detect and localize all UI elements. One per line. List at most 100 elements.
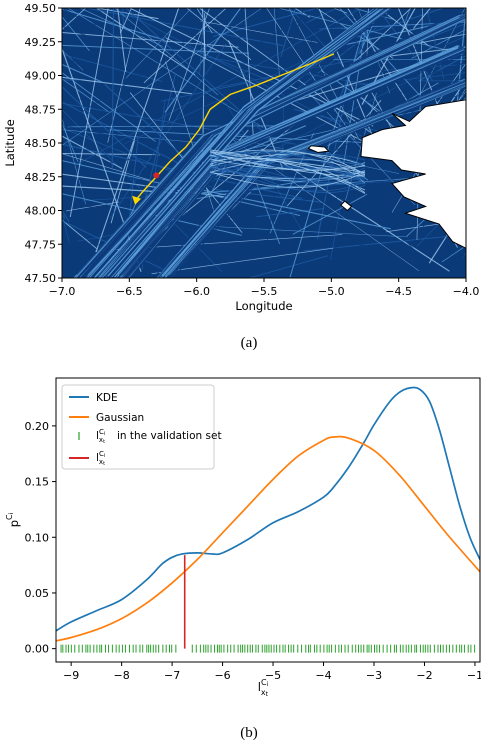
plot-frame-b [55,377,481,663]
x-tick-label-a: −6.0 [183,285,210,298]
shipping-lane [107,8,391,277]
x-axis-label-a: Longitude [235,299,292,313]
ship-track [62,78,109,112]
ship-track [306,8,338,24]
ship-track [183,45,291,90]
ship-track [352,8,394,20]
x-tick-label-a: −5.0 [318,285,345,298]
ship-track [62,39,419,46]
x-axis-label-b: lxtCi [258,678,269,698]
ship-track [447,249,466,259]
shipping-lane [115,45,460,276]
ship-track [280,8,296,58]
coastal-track [210,157,366,194]
ship-track [95,8,180,253]
y-tick-label-a: 48.00 [25,205,57,218]
ship-track [440,96,466,125]
ship-track [165,61,218,223]
ship-track [124,53,319,144]
x-tick-label-a: −4.5 [385,285,412,298]
ship-track [464,131,466,133]
ship-track [62,53,163,82]
density-curves [56,386,480,653]
shipping-lane [88,14,466,278]
x-tick-label-a: −7.0 [49,285,76,298]
y-tick-label-a: 47.50 [25,272,57,285]
ship-track [151,247,334,275]
ship-track [165,8,201,41]
ship-track [377,8,431,48]
ship-track [95,8,196,76]
ship-track [114,8,219,96]
ship-track [314,68,466,75]
x-tick-label-b: −7 [164,669,180,682]
ship-track [222,132,420,271]
ship-track [199,8,205,76]
ship-track [62,153,150,181]
y-tick-label-a: 49.50 [25,2,57,15]
ship-track [331,164,398,219]
ship-track [200,20,318,43]
ship-track [62,193,242,236]
shipping-lane [102,8,385,278]
ship-track [263,123,286,266]
ship-track [385,46,466,57]
coastal-track [210,150,366,166]
ship-track [93,8,159,20]
ship-track [75,8,363,165]
coastline [307,99,466,249]
shipping-lane [110,8,392,278]
ship-track [62,63,104,84]
shipping-lane [81,17,466,276]
ship-track [266,8,356,141]
ship-track [62,116,86,205]
ship-track [212,8,320,38]
coastal-track [210,167,366,179]
ship-track [303,234,466,252]
coastal-track [210,151,366,176]
ship-track [62,72,156,142]
ship-track [62,8,87,30]
caption-b: (b) [240,725,258,741]
ship-track [62,8,263,146]
ship-track [446,35,466,45]
ship-track [66,201,120,212]
y-tick-label-b: 0.15 [25,476,50,489]
trajectory-end-arrow [132,195,142,205]
ship-track [352,202,466,237]
ship-track [79,20,315,80]
y-tick-label-b: 0.10 [25,531,50,544]
shipping-lane [83,18,466,278]
legend-observed-label: lxtCi [96,450,105,467]
ship-track [161,81,251,102]
highlighted-trajectory [132,53,335,205]
shipping-lane [155,80,459,277]
x-tick-label-b: −3 [366,669,382,682]
ship-track [110,139,136,224]
ship-track [319,8,445,51]
shipping-lane [118,47,463,276]
ship-track [67,8,264,128]
panel-a: −7.0 −6.5 −6.0 −5.5 −5.0 −4.5 −4.0 47.50 47.75 48… [3,2,480,351]
x-tick-label-b: −8 [114,669,130,682]
coastal-track [210,160,366,168]
ship-track [186,8,252,61]
brittany-coast [360,99,466,249]
ship-track [190,170,364,201]
ship-track [73,50,179,118]
ship-track [62,124,79,162]
panel-b-ticks: −9 −8 −7 −6 −5 −4 −3 −2 −1 0.00 0.05 0.10 0.15 0.20 [25,420,481,682]
sein-island [340,200,353,212]
ship-track [62,16,90,52]
x-tick-label-a: −4.0 [453,285,480,298]
ship-track [107,8,141,143]
legend-kde-label: KDE [96,392,118,404]
ship-track [204,73,424,186]
ship-track [110,43,227,219]
ship-track [341,21,466,29]
ship-track [357,8,391,94]
coastal-track [210,151,366,194]
y-tick-label-b: 0.05 [25,587,50,600]
shipping-lane [83,17,466,278]
